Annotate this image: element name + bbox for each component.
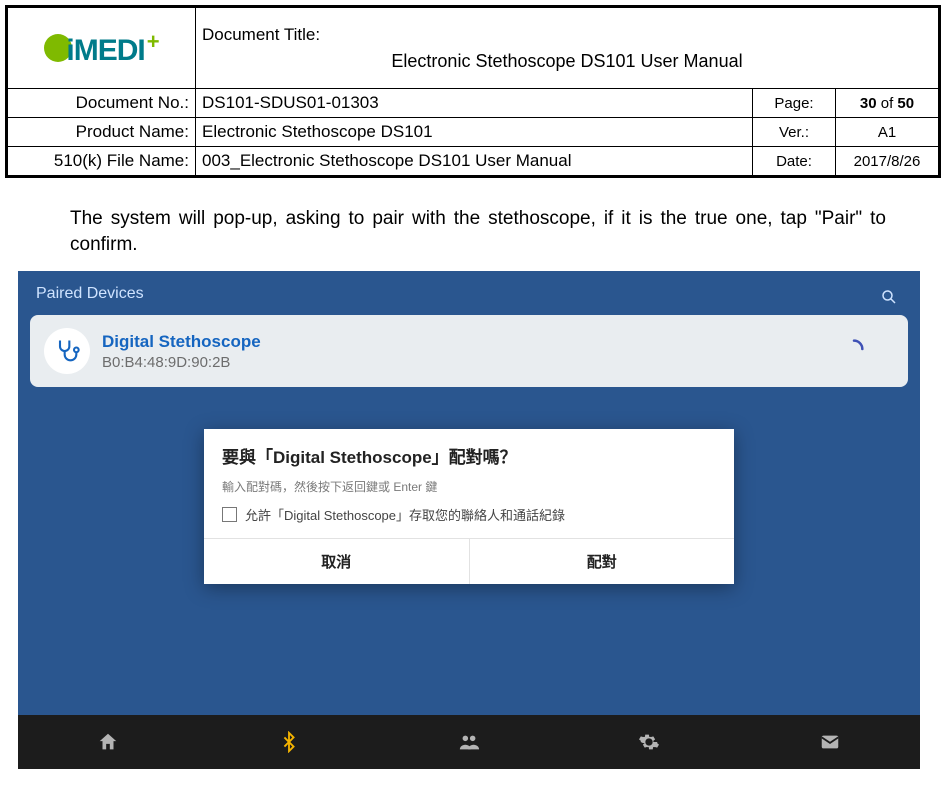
date-value: 2017/8/26 [836,147,939,176]
instruction-paragraph: The system will pop-up, asking to pair w… [70,206,886,257]
stethoscope-icon [44,328,90,374]
logo-cell: iMEDI+ [8,8,196,89]
loading-spinner-icon [844,339,864,364]
paired-device-card[interactable]: Digital Stethoscope B0:B4:48:9D:90:2B [30,315,908,387]
doc-no-value: DS101-SDUS01-01303 [196,89,753,118]
date-label: Date: [753,147,836,176]
document-frame: iMEDI+ Document Title: Electronic Stetho… [5,5,941,178]
nav-mail[interactable] [740,715,920,769]
embedded-screenshot: Paired Devices Digital Stethoscope B0:B4… [18,271,920,769]
search-icon[interactable] [880,274,920,311]
page-total: 50 [897,95,914,112]
nav-bluetooth[interactable] [198,715,378,769]
screen-title: Paired Devices [18,271,880,313]
doc-title-value: Electronic Stethoscope DS101 User Manual [202,51,932,72]
file-name-label: 510(k) File Name: [8,147,196,176]
logo-text: iMEDI+ [66,29,158,68]
doc-title-cell: Document Title: Electronic Stethoscope D… [196,8,939,89]
device-text: Digital Stethoscope B0:B4:48:9D:90:2B [102,332,844,371]
logo-plus-icon: + [147,29,159,54]
product-name-label: Product Name: [8,118,196,147]
pair-button[interactable]: 配對 [469,539,735,584]
dialog-checkbox-row[interactable]: 允許「Digital Stethoscope」存取您的聯絡人和通話紀錄 [204,501,734,538]
page-of: of [877,95,898,112]
dialog-title: 要與「Digital Stethoscope」配對嗎？ [204,429,734,478]
ver-value: A1 [836,118,939,147]
doc-title-label: Document Title: [202,25,932,45]
pair-dialog: 要與「Digital Stethoscope」配對嗎？ 輸入配對碼，然後按下返回… [204,429,734,584]
logo: iMEDI+ [44,29,158,68]
page-value: 30 of 50 [836,89,939,118]
doc-no-label: Document No.: [8,89,196,118]
nav-people[interactable] [379,715,559,769]
dialog-hint: 輸入配對碼，然後按下返回鍵或 Enter 鍵 [204,478,734,501]
dialog-checkbox-label: 允許「Digital Stethoscope」存取您的聯絡人和通話紀錄 [245,505,565,524]
page-label: Page: [753,89,836,118]
device-name: Digital Stethoscope [102,332,844,352]
nav-home[interactable] [18,715,198,769]
file-name-value: 003_Electronic Stethoscope DS101 User Ma… [196,147,753,176]
page-current: 30 [860,95,877,112]
bottom-nav [18,715,920,769]
device-mac: B0:B4:48:9D:90:2B [102,354,844,371]
ver-label: Ver.: [753,118,836,147]
doc-header-table: iMEDI+ Document Title: Electronic Stetho… [7,7,939,176]
product-name-value: Electronic Stethoscope DS101 [196,118,753,147]
dialog-buttons: 取消 配對 [204,538,734,584]
checkbox-icon[interactable] [222,507,237,522]
nav-settings[interactable] [559,715,739,769]
cancel-button[interactable]: 取消 [204,539,469,584]
